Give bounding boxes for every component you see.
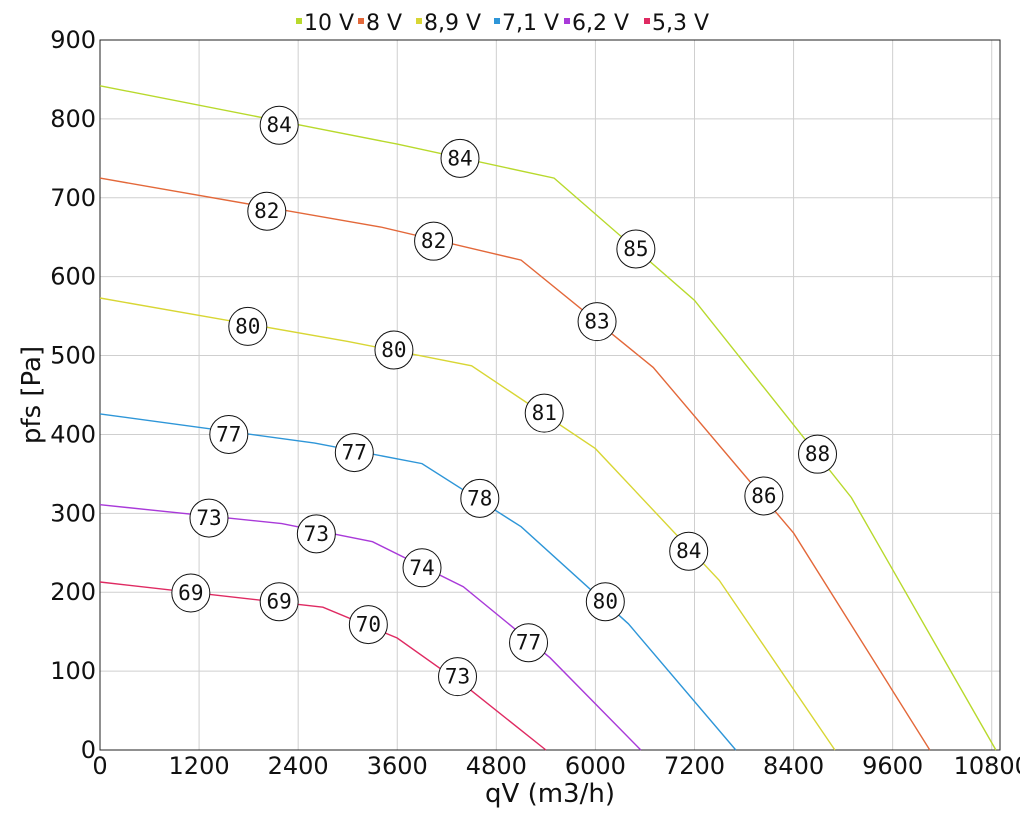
point-label-text: 77 xyxy=(216,422,241,446)
point-label-circle xyxy=(669,531,709,571)
y-tick-label: 200 xyxy=(50,578,96,606)
point-label-text: 84 xyxy=(447,146,472,170)
point-label-text: 77 xyxy=(516,631,541,655)
point-label-text: 82 xyxy=(421,229,446,253)
point-label-text: 84 xyxy=(676,539,701,563)
legend-swatch xyxy=(564,18,570,24)
y-tick-label: 600 xyxy=(50,263,96,291)
x-tick-label: 1200 xyxy=(169,752,230,780)
legend-label: 8,9 V xyxy=(424,11,481,36)
legend-label: 5,3 V xyxy=(652,11,709,36)
y-axis-label: pfs [Pa] xyxy=(17,346,47,444)
point-label-text: 73 xyxy=(196,506,221,530)
point-label-circle xyxy=(259,582,299,622)
legend-swatch xyxy=(358,18,364,24)
x-axis-label: qV (m3/h) xyxy=(485,779,615,809)
point-labels: 84 84 85 88 82 82 83 86 80 80 81 84 77 77 78 80 73 73 74 77… xyxy=(171,105,838,697)
legend-swatch xyxy=(416,18,422,24)
y-tick-label: 100 xyxy=(50,657,96,685)
x-tick-label: 0 xyxy=(92,752,107,780)
legend-swatch xyxy=(296,18,302,24)
point-label-text: 88 xyxy=(805,442,830,466)
point-label-circle xyxy=(577,302,617,342)
point-label-text: 70 xyxy=(356,613,381,637)
x-tick-label: 6000 xyxy=(565,752,626,780)
legend-label: 7,1 V xyxy=(502,11,559,36)
point-label-circle xyxy=(585,582,625,622)
point-label-text: 73 xyxy=(445,665,470,689)
legend: 10 V 8 V 8,9 V 7,1 V 6,2 V 5,3 V xyxy=(296,11,709,36)
point-label-circle xyxy=(744,476,784,516)
point-label-circle xyxy=(524,393,564,433)
point-label-circle xyxy=(374,330,414,370)
point-label-text: 80 xyxy=(235,314,260,338)
point-label-circle xyxy=(438,657,478,697)
x-tick-label: 4800 xyxy=(466,752,527,780)
point-label-text: 73 xyxy=(304,522,329,546)
point-label-circle xyxy=(247,191,287,231)
plot-frame xyxy=(99,39,1001,751)
y-tick-label: 300 xyxy=(50,499,96,527)
point-label-circle xyxy=(228,306,268,346)
point-label-circle xyxy=(296,514,336,554)
point-label-text: 86 xyxy=(751,484,776,508)
point-label-text: 84 xyxy=(267,113,292,137)
point-label-text: 69 xyxy=(178,581,203,605)
point-label-circle xyxy=(334,433,374,473)
x-tick-label: 2400 xyxy=(268,752,329,780)
point-label-circle xyxy=(348,605,388,645)
legend-label: 6,2 V xyxy=(572,11,629,36)
point-label-text: 77 xyxy=(342,441,367,465)
legend-label: 10 V xyxy=(304,11,354,36)
point-label-text: 80 xyxy=(381,338,406,362)
point-label-text: 81 xyxy=(532,401,557,425)
point-label-circle xyxy=(414,221,454,261)
point-label-circle xyxy=(460,478,500,518)
series-line-5-3-V xyxy=(99,581,547,751)
point-label-text: 83 xyxy=(584,310,609,334)
x-tick-label: 9600 xyxy=(862,752,923,780)
point-label-text: 85 xyxy=(623,237,648,261)
point-label-text: 78 xyxy=(467,486,492,510)
y-tick-label: 0 xyxy=(81,736,96,764)
point-label-text: 82 xyxy=(254,199,279,223)
y-tick-label: 400 xyxy=(50,420,96,448)
x-tick-label: 7200 xyxy=(664,752,725,780)
point-label-circle xyxy=(616,229,656,269)
point-label-circle xyxy=(798,434,838,474)
x-tick-label: 8400 xyxy=(763,752,824,780)
legend-swatch xyxy=(494,18,500,24)
legend-swatch xyxy=(644,18,650,24)
point-label-circle xyxy=(189,498,229,538)
y-tick-label: 500 xyxy=(50,342,96,370)
point-label-text: 74 xyxy=(409,556,434,580)
point-label-text: 69 xyxy=(267,590,292,614)
legend-label: 8 V xyxy=(366,11,402,36)
y-tick-label: 700 xyxy=(50,184,96,212)
y-axis-ticks: 0 100 200 300 400 500 600 700 800 900 xyxy=(50,26,96,764)
point-label-circle xyxy=(171,573,211,613)
y-tick-label: 900 xyxy=(50,26,96,54)
point-label-text: 80 xyxy=(593,590,618,614)
y-tick-label: 800 xyxy=(50,105,96,133)
point-label-circle xyxy=(259,105,299,145)
x-tick-label: 3600 xyxy=(367,752,428,780)
point-label-circle xyxy=(209,414,249,454)
point-label-circle xyxy=(509,623,549,663)
point-label-circle xyxy=(440,138,480,178)
point-label-circle xyxy=(402,548,442,588)
